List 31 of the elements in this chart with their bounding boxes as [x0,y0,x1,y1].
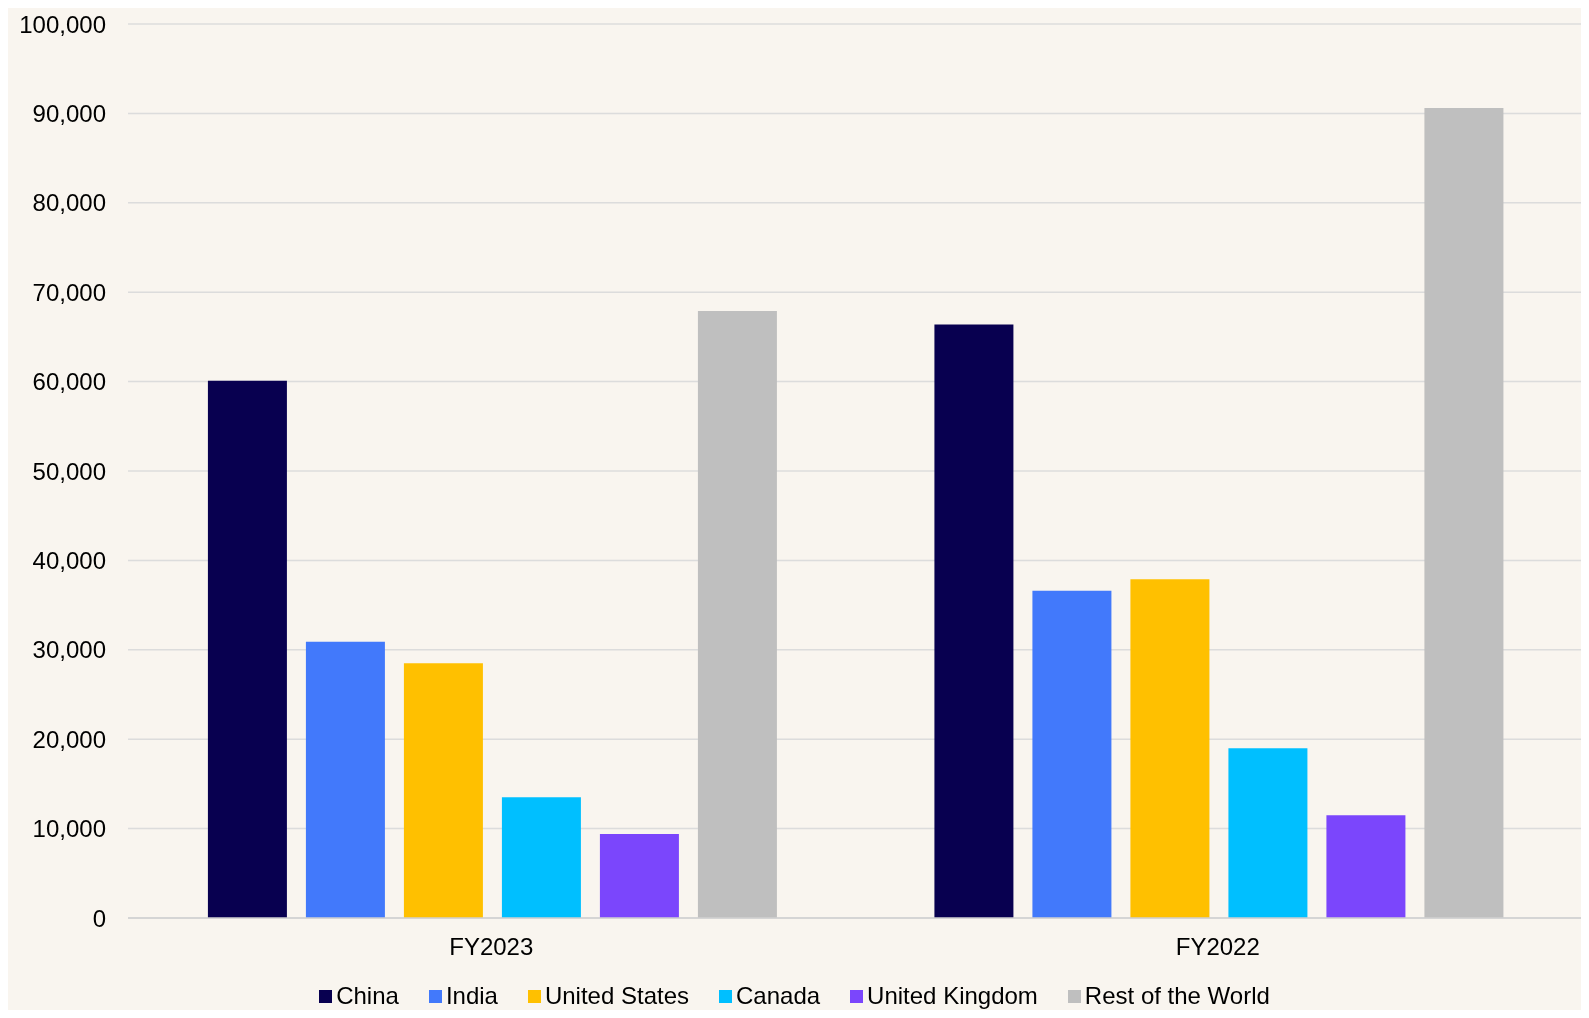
y-tick-label: 0 [92,904,106,932]
y-tick-label: 100,000 [19,10,106,38]
y-tick-label: 10,000 [32,815,106,843]
bar [207,380,287,918]
legend-label: United Kingdom [866,982,1038,1010]
y-tick-label: 20,000 [32,725,106,753]
bar [403,663,483,918]
legend-label: United States [543,982,690,1010]
bar [1130,579,1210,918]
x-tick-label: FY2023 [449,933,534,961]
legend-label: Rest of the World [1083,982,1270,1010]
bar [305,641,385,918]
x-tick-label: FY2022 [1175,933,1260,961]
y-tick-label: 90,000 [32,99,106,127]
y-tick-label: 60,000 [32,368,106,396]
bar [934,324,1014,918]
bar [1228,748,1308,918]
y-tick-label: 50,000 [32,457,106,485]
bar [501,797,581,918]
y-tick-label: 40,000 [32,546,106,574]
bar [1032,590,1112,918]
bar [697,310,777,918]
legend-label: India [444,982,498,1010]
bar [1424,108,1504,918]
legend-label: China [335,982,399,1010]
y-tick-label: 80,000 [32,189,106,217]
bar [599,833,679,918]
y-tick-label: 70,000 [32,278,106,306]
y-tick-label: 30,000 [32,636,106,664]
legend-label: Canada [735,982,821,1010]
bar [1326,815,1406,918]
